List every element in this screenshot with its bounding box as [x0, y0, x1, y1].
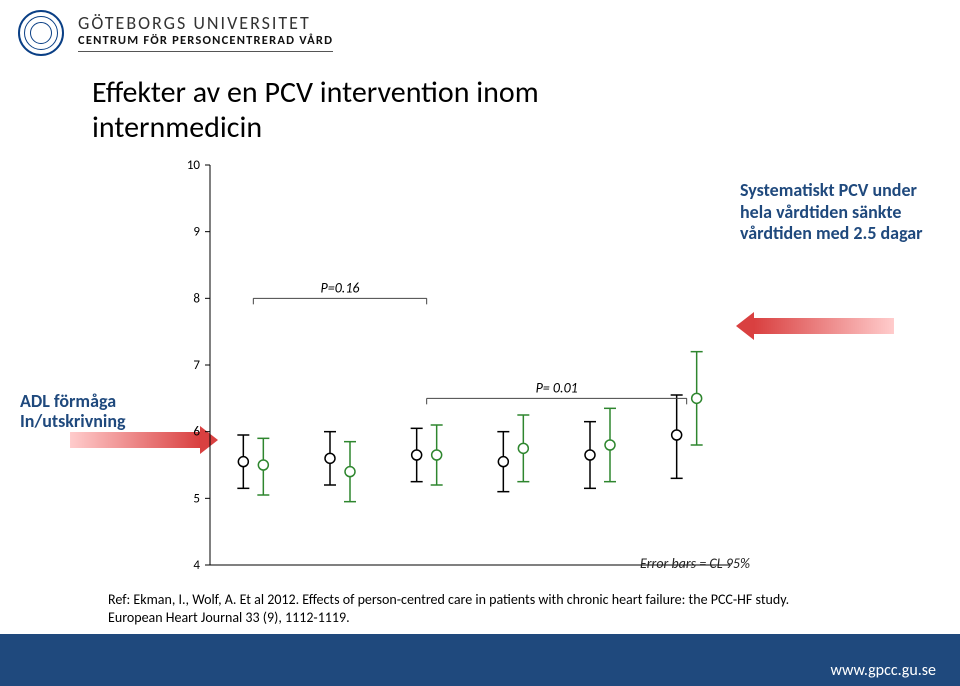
svg-text:5: 5	[193, 491, 200, 506]
title-line-2: internmedicin	[92, 109, 262, 146]
centre-name: CENTRUM FÖR PERSONCENTRERAD VÅRD	[78, 34, 333, 51]
footer-url: www.gpcc.gu.se	[831, 661, 937, 680]
callout-left: ADL förmåga In/utskrivning	[20, 392, 170, 432]
error-bar-note: Error bars = CL 95%	[640, 555, 750, 572]
svg-text:7: 7	[193, 358, 200, 373]
callout-right-line-1: Systematiskt PCV under	[740, 179, 917, 201]
svg-text:8: 8	[193, 291, 200, 306]
footer-bar: www.gpcc.gu.se	[0, 634, 960, 686]
callout-right-line-2: hela vårdtiden sänkte	[740, 201, 901, 223]
svg-text:9: 9	[193, 225, 200, 240]
svg-text:6: 6	[193, 425, 200, 440]
header: GÖTEBORGS UNIVERSITET CENTRUM FÖR PERSON…	[0, 0, 960, 60]
callout-left-line-1: ADL förmåga	[20, 390, 116, 412]
callout-right-line-3: vårdtiden med 2.5 dagar	[740, 222, 923, 244]
brand-block: GÖTEBORGS UNIVERSITET CENTRUM FÖR PERSON…	[78, 14, 333, 51]
chart-svg: 4 5 6 7 8 9 10 P=0.16 P= 0.01	[170, 155, 750, 585]
svg-text:10: 10	[187, 158, 201, 173]
reference-text: Ref: Ekman, I., Wolf, A. Et al 2012. Eff…	[108, 591, 828, 626]
university-name: GÖTEBORGS UNIVERSITET	[78, 14, 333, 33]
page-title: Effekter av en PCV intervention inom int…	[0, 60, 960, 145]
svg-text:P= 0.01: P= 0.01	[536, 379, 578, 396]
title-line-1: Effekter av en PCV intervention inom	[92, 74, 539, 111]
university-seal-icon	[18, 10, 64, 56]
error-bar-chart: 4 5 6 7 8 9 10 P=0.16 P= 0.01	[170, 155, 750, 585]
arrow-left-icon	[754, 318, 894, 334]
callout-right: Systematiskt PCV under hela vårdtiden sä…	[740, 180, 940, 245]
svg-text:4: 4	[193, 558, 200, 573]
callout-left-line-2: In/utskrivning	[20, 410, 126, 432]
svg-text:P=0.16: P=0.16	[320, 279, 359, 296]
